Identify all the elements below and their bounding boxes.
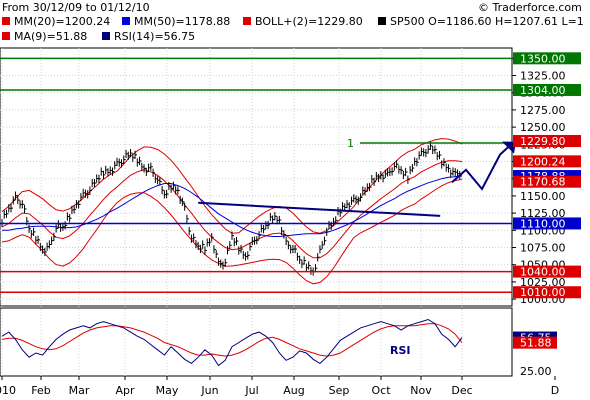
x-tick-label: Feb <box>31 384 50 397</box>
rsi-line <box>1 318 463 367</box>
y-tick-label: 1275.00 <box>520 104 566 117</box>
price-marker-box <box>513 265 581 278</box>
x-tick-label: Nov <box>410 384 432 397</box>
moving-averages <box>1 160 463 259</box>
x-axis: 2010 Feb Mar Apr May Jun Jul Aug Sep Oct Nov Dec D <box>0 376 559 397</box>
x-tick-label: Jun <box>200 384 218 397</box>
legend-label: MA(9)=51.88 <box>14 30 88 43</box>
price-marker-label: 1200.24 <box>520 155 566 168</box>
x-tick-label: May <box>156 384 179 397</box>
x-tick-label: Dec <box>451 384 472 397</box>
x-tick-label: Aug <box>283 384 304 397</box>
price-marker-label: 1304.00 <box>520 84 566 97</box>
rsi-tick-label: 25.00 <box>520 365 552 378</box>
legend-label: BOLL+(2)=1229.80 <box>255 15 363 28</box>
legend-swatch <box>102 32 110 40</box>
rsi-panel-frame <box>0 307 513 377</box>
price-marker-box <box>513 83 581 96</box>
price-marker-label: 1170.68 <box>520 176 566 189</box>
price-marker-label: 1229.80 <box>520 135 566 148</box>
price-marker-box <box>513 217 581 230</box>
legend-item-mm50: MM(50)=1178.88 <box>122 15 230 28</box>
y-tick-label: 1250.00 <box>520 121 566 134</box>
boll-lower-line <box>1 178 463 285</box>
legend-item-boll: BOLL+(2)=1229.80 <box>243 15 363 28</box>
price-panel-frame <box>0 47 513 307</box>
rsi-panel-label: RSI <box>390 344 411 357</box>
legend-swatch <box>122 17 130 25</box>
price-bars <box>1 141 462 276</box>
ma9-line <box>1 323 463 357</box>
y-tick-label: 1025.00 <box>520 276 566 289</box>
rsi-marker-label: 51.88 <box>520 337 552 350</box>
x-tick-label: Jul <box>244 384 258 397</box>
copyright: © Traderforce.com <box>478 1 582 14</box>
x-tick-label: D <box>551 384 559 397</box>
y-tick-label: 1075.00 <box>520 242 566 255</box>
mm50-line <box>2 175 463 237</box>
legend-swatch <box>2 32 10 40</box>
chart-header: From 30/12/09 to 01/12/10 © Traderforce.… <box>0 0 590 44</box>
grid-lines <box>0 48 512 376</box>
rsi-marker-box <box>513 336 557 349</box>
price-marker-box <box>513 175 581 188</box>
price-marker-box <box>513 52 581 65</box>
legend-label: SP500 O=1186.60 H=1207.61 L=1 <box>390 15 584 28</box>
y-tick-label: 1150.00 <box>520 190 566 203</box>
legend-item-sp500: SP500 O=1186.60 H=1207.61 L=1 <box>378 15 584 28</box>
legend-swatch <box>2 17 10 25</box>
horizontal-levels <box>0 57 512 293</box>
price-marker-label: 1010.00 <box>520 286 566 299</box>
rsi-lines: RSI <box>1 318 463 367</box>
projection-arrow-line <box>451 142 513 191</box>
x-tick-label: 2010 <box>0 384 16 397</box>
price-marker-label: 1350.00 <box>520 52 566 65</box>
legend-swatch <box>378 17 386 25</box>
price-marker-label: 1040.00 <box>520 266 566 279</box>
date-range: From 30/12/09 to 01/12/10 <box>2 1 150 14</box>
x-tick-label: Oct <box>371 384 391 397</box>
price-marker-box <box>513 155 581 168</box>
y-tick-label: 1325.00 <box>520 70 566 83</box>
legend-item-rsi: RSI(14)=56.75 <box>102 30 195 43</box>
x-tick-label: Mar <box>69 384 90 397</box>
price-marker-box <box>513 286 581 299</box>
price-markers: 1350.001304.001229.801200.241178.881170.… <box>513 52 581 299</box>
y-tick-label: 1125.00 <box>520 207 566 220</box>
trendline <box>198 201 441 217</box>
rsi-y-axis: 25.0056.7551.88 <box>513 331 557 378</box>
legend-item-ma9: MA(9)=51.88 <box>2 30 87 43</box>
legend-label: RSI(14)=56.75 <box>114 30 196 43</box>
target-label: 1 <box>347 137 354 150</box>
mm20-line <box>1 160 463 259</box>
x-tick-label: Sep <box>329 384 350 397</box>
legend-label: MM(50)=1178.88 <box>134 15 231 28</box>
legend-label: MM(20)=1200.24 <box>14 15 111 28</box>
x-tick-label: Apr <box>115 384 135 397</box>
price-marker-label: 1110.00 <box>520 217 566 230</box>
legend-item-mm20: MM(20)=1200.24 <box>2 15 110 28</box>
price-marker-box <box>513 135 581 148</box>
legend-swatch <box>243 17 251 25</box>
